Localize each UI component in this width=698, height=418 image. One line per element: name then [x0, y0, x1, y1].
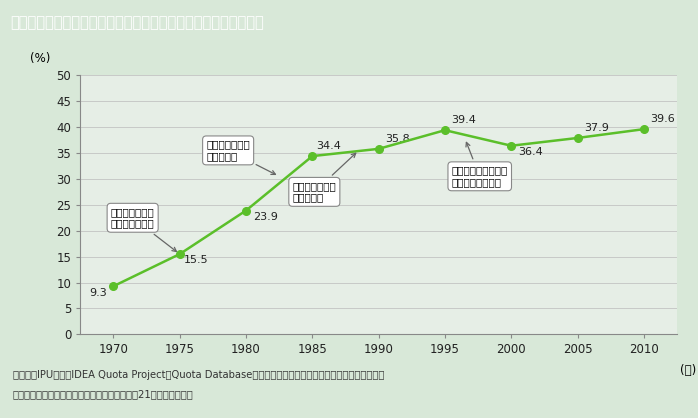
Text: 34.4: 34.4	[316, 141, 341, 151]
Text: 労働党がクオー
タ制を導入: 労働党がクオー タ制を導入	[207, 140, 276, 174]
Text: 35.8: 35.8	[385, 134, 410, 144]
Text: 23.9: 23.9	[253, 212, 278, 222]
Text: 中央党がクオー
タ制を導入: 中央党がクオー タ制を導入	[292, 153, 356, 203]
Text: (年): (年)	[680, 364, 697, 377]
Text: 左派社会党がク
オータ制を導入: 左派社会党がク オータ制を導入	[111, 207, 177, 252]
Text: キリスト教民主党が
クオータ制を導入: キリスト教民主党が クオータ制を導入	[452, 143, 508, 187]
Text: 15.5: 15.5	[184, 255, 208, 265]
Text: 36.4: 36.4	[518, 147, 542, 157]
Text: （備考）IPU資料，IDEA Quota Project「Quota Database」，内閣府「諸外国における政策・方針決定過程: （備考）IPU資料，IDEA Quota Project「Quota Datab…	[13, 370, 384, 380]
Text: 39.4: 39.4	[452, 115, 477, 125]
Text: 39.6: 39.6	[651, 114, 675, 124]
Text: 37.9: 37.9	[584, 123, 609, 133]
Text: 9.3: 9.3	[89, 288, 107, 298]
Text: への女性の参画に関する調査」（平成21年）より作成。: への女性の参画に関する調査」（平成21年）より作成。	[13, 390, 193, 400]
Text: 第１－特－４図　ノルウェーの国会議員に占める女性割合の推移: 第１－特－４図 ノルウェーの国会議員に占める女性割合の推移	[10, 15, 265, 31]
Text: (%): (%)	[29, 52, 50, 65]
